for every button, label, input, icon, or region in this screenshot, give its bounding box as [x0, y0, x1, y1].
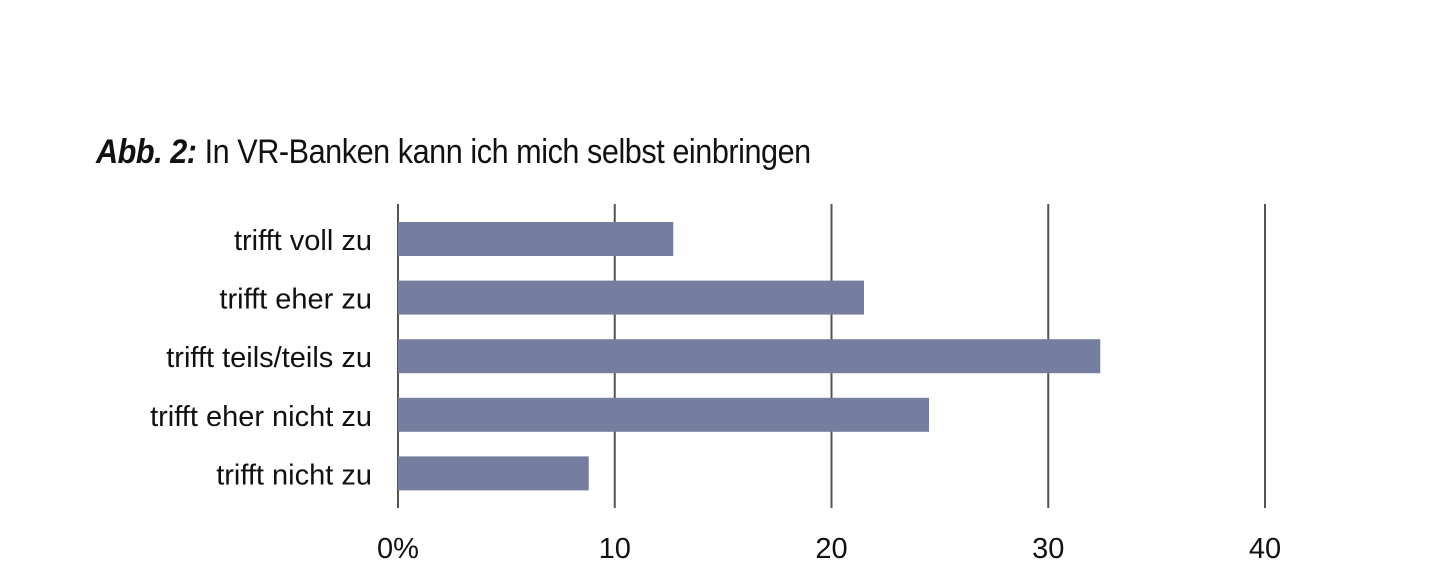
category-label: trifft nicht zu — [216, 459, 372, 491]
bar — [398, 280, 865, 315]
x-tick-label: 20 — [815, 533, 847, 565]
x-tick-label: 30 — [1032, 533, 1064, 565]
bar — [398, 339, 1101, 374]
figure-title-text: In VR-Banken kann ich mich selbst einbri… — [204, 133, 812, 171]
bar — [398, 222, 674, 256]
x-tick-label: 10 — [599, 533, 631, 565]
bar — [398, 456, 589, 491]
bar — [398, 397, 930, 432]
category-label: trifft voll zu — [234, 225, 372, 257]
category-label: trifft eher nicht zu — [150, 401, 372, 433]
figure-title: Abb. 2: In VR-Banken kann ich mich selbs… — [96, 133, 811, 172]
category-label: trifft teils/teils zu — [166, 342, 372, 374]
x-tick-label: 0% — [377, 533, 419, 565]
x-axis-tick-labels: 0% 10 20 30 40 — [377, 533, 1281, 565]
bars — [398, 222, 1101, 491]
x-tick-label: 40 — [1249, 533, 1281, 565]
category-labels: trifft voll zu trifft eher zu trifft teils… — [150, 225, 372, 491]
figure-label: Abb. 2: — [96, 133, 197, 171]
category-label: trifft eher zu — [219, 284, 372, 316]
